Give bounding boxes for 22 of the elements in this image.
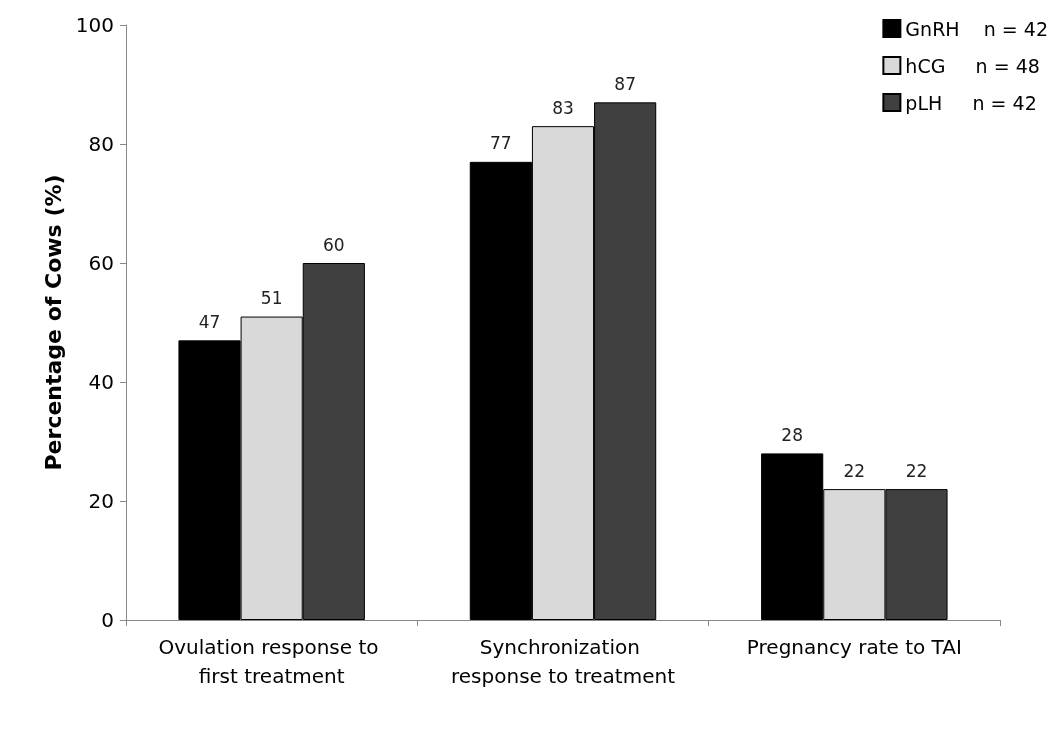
- x-tick-label: Pregnancy rate to TAI: [746, 634, 962, 659]
- x-tick-label: Ovulation response to first treatment: [158, 634, 385, 688]
- y-tick-label: 100: [75, 13, 114, 37]
- x-tick-label: Synchronization response to treatment: [451, 634, 676, 688]
- y-tick-label: 20: [88, 489, 114, 513]
- y-axis-title: Percentage of Cows (%): [40, 174, 66, 471]
- legend-label: GnRH n = 42: [905, 17, 1049, 40]
- data-label: 83: [552, 97, 574, 118]
- data-label: 60: [323, 234, 345, 255]
- data-label: 87: [614, 73, 636, 94]
- legend-label: hCG n = 48: [905, 54, 1040, 77]
- data-label: 28: [781, 424, 803, 445]
- y-tick-label: 40: [88, 370, 114, 394]
- y-tick-label: 0: [101, 608, 114, 632]
- data-label: 22: [843, 460, 866, 481]
- legend-label: pLH n = 42: [905, 91, 1037, 114]
- data-label: 22: [905, 460, 928, 481]
- y-tick-label: 80: [88, 132, 114, 156]
- data-label: 51: [260, 288, 283, 309]
- data-label: 77: [490, 133, 512, 154]
- y-tick-label: 60: [88, 251, 114, 275]
- data-label: 47: [198, 311, 221, 332]
